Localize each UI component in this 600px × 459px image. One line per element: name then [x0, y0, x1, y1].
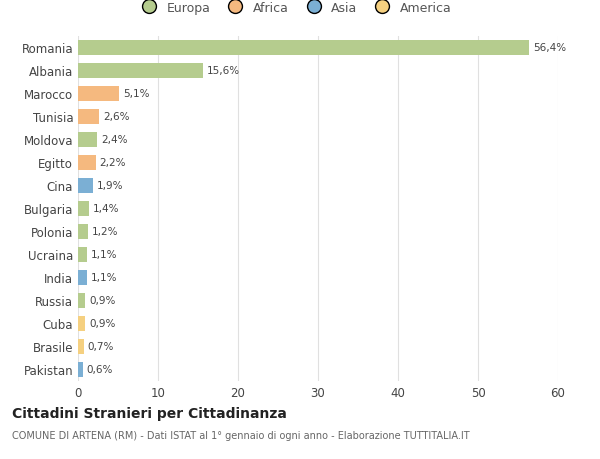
- Bar: [78, 110, 99, 124]
- Text: Cittadini Stranieri per Cittadinanza: Cittadini Stranieri per Cittadinanza: [12, 406, 287, 420]
- Bar: [78, 316, 85, 331]
- Bar: [78, 133, 97, 147]
- Text: 5,1%: 5,1%: [123, 89, 149, 99]
- Text: 0,9%: 0,9%: [89, 319, 116, 329]
- Bar: [78, 87, 119, 101]
- Bar: [78, 247, 87, 262]
- Text: 1,2%: 1,2%: [92, 227, 118, 237]
- Bar: [78, 293, 85, 308]
- Text: 2,2%: 2,2%: [100, 158, 126, 168]
- Text: 2,6%: 2,6%: [103, 112, 130, 122]
- Bar: [78, 270, 87, 285]
- Text: 56,4%: 56,4%: [533, 43, 566, 53]
- Bar: [78, 64, 203, 78]
- Bar: [78, 156, 95, 170]
- Text: 1,1%: 1,1%: [91, 250, 118, 260]
- Bar: [78, 339, 83, 354]
- Bar: [78, 224, 88, 239]
- Text: 15,6%: 15,6%: [207, 66, 240, 76]
- Text: 1,4%: 1,4%: [93, 204, 120, 214]
- Text: 1,9%: 1,9%: [97, 181, 124, 191]
- Text: 0,7%: 0,7%: [88, 341, 114, 352]
- Bar: [78, 179, 93, 193]
- Legend: Europa, Africa, Asia, America: Europa, Africa, Asia, America: [136, 2, 452, 15]
- Text: 2,4%: 2,4%: [101, 135, 128, 145]
- Text: 0,6%: 0,6%: [87, 364, 113, 375]
- Bar: [78, 41, 529, 56]
- Text: COMUNE DI ARTENA (RM) - Dati ISTAT al 1° gennaio di ogni anno - Elaborazione TUT: COMUNE DI ARTENA (RM) - Dati ISTAT al 1°…: [12, 431, 470, 441]
- Text: 0,9%: 0,9%: [89, 296, 116, 306]
- Bar: [78, 362, 83, 377]
- Text: 1,1%: 1,1%: [91, 273, 118, 283]
- Bar: [78, 202, 89, 216]
